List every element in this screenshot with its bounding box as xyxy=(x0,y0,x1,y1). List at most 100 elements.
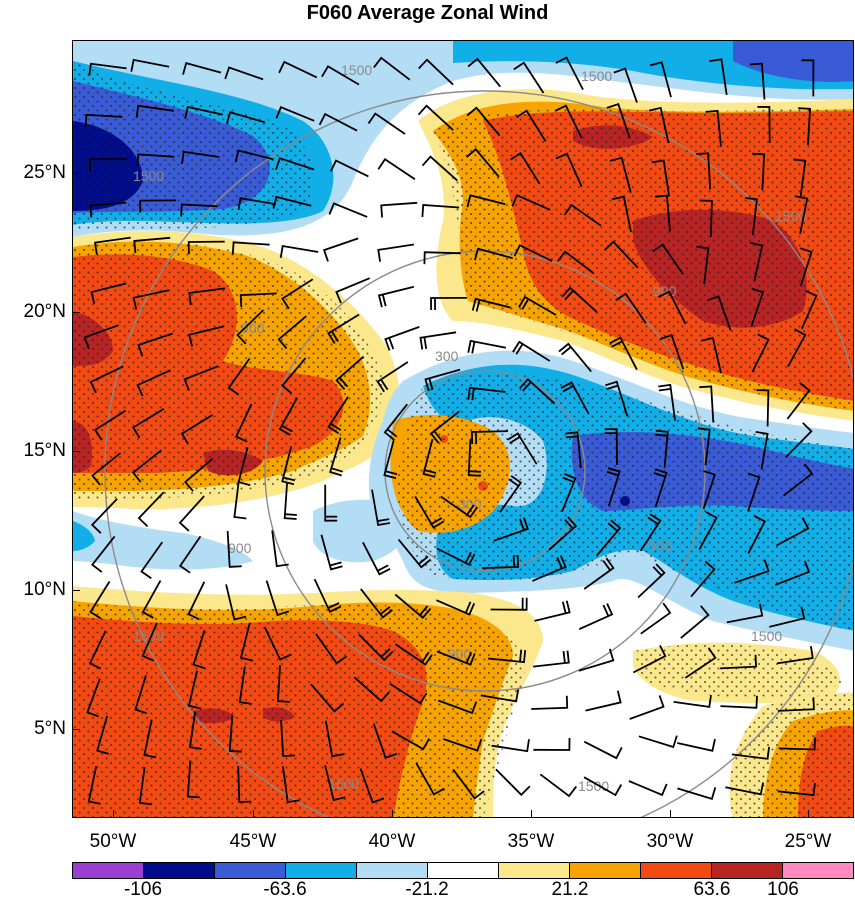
western-easterly-strip xyxy=(73,511,253,570)
northern-easterly-band xyxy=(73,41,853,237)
wind-barb xyxy=(673,694,712,708)
wind-barb xyxy=(480,689,520,703)
wind-barb xyxy=(329,159,369,178)
wind-barb xyxy=(233,481,247,520)
wind-barb xyxy=(188,325,225,347)
wind-barb xyxy=(652,243,684,275)
wind-barb xyxy=(187,240,225,255)
wind-barb xyxy=(585,690,622,712)
ring-label-900: 900 xyxy=(649,538,673,554)
wind-barb xyxy=(96,715,110,755)
wind-barb xyxy=(777,783,816,797)
wind-barb xyxy=(466,194,506,208)
ring-label-1500: 1500 xyxy=(775,208,806,224)
wind-barb xyxy=(130,58,170,72)
wind-barb xyxy=(798,107,812,145)
wind-barb xyxy=(324,484,338,522)
wind-barb xyxy=(184,458,214,492)
lon-tick xyxy=(113,810,114,818)
colorbar-swatch xyxy=(144,863,215,878)
wind-barb xyxy=(466,106,501,137)
wind-barb xyxy=(265,580,290,617)
wind-barb xyxy=(279,244,319,258)
wind-barb xyxy=(419,331,457,350)
wind-barb xyxy=(560,381,590,415)
wind-barb xyxy=(533,737,571,751)
lat-tick xyxy=(72,729,80,730)
wind-barb xyxy=(677,787,717,801)
wind-barb xyxy=(275,106,315,122)
wind-barb xyxy=(181,150,220,164)
wind-barb xyxy=(697,427,711,466)
wind-barb xyxy=(509,152,541,185)
wind-barb xyxy=(801,289,818,329)
wind-barb xyxy=(786,382,811,420)
wind-barb xyxy=(660,333,685,370)
wind-barb xyxy=(383,403,408,441)
wind-barb xyxy=(276,665,290,703)
wind-barb xyxy=(421,204,460,217)
wind-barb xyxy=(709,58,728,96)
wind-barb xyxy=(511,194,551,211)
wind-barb xyxy=(394,593,432,619)
wind-barb xyxy=(519,378,556,405)
wind-barb xyxy=(278,397,298,436)
wind-barb xyxy=(539,773,578,798)
wind-barb xyxy=(799,247,813,287)
wind-barb xyxy=(513,61,545,94)
wind-barb xyxy=(467,57,501,88)
wind-barb xyxy=(277,315,307,350)
wind-barb xyxy=(281,278,314,310)
wind-barb xyxy=(452,768,485,800)
wind-barb xyxy=(389,682,428,705)
wind-barb xyxy=(655,429,669,468)
wind-barb xyxy=(275,157,315,171)
lat-tick xyxy=(72,451,80,452)
wind-barb xyxy=(467,439,481,477)
colorbar-label: 63.6 xyxy=(693,879,731,900)
wind-barb xyxy=(133,236,171,254)
wind-barb xyxy=(430,297,468,311)
wind-barb xyxy=(706,295,732,331)
wind-barb xyxy=(237,765,252,803)
lat-tick xyxy=(72,590,80,591)
wind-barb xyxy=(320,534,343,571)
wind-barb xyxy=(380,201,418,218)
wind-barb xyxy=(360,588,393,619)
wind-barbs xyxy=(83,56,818,806)
wind-barb xyxy=(507,432,538,465)
wind-barb xyxy=(632,644,667,674)
colorbar-label: -63.6 xyxy=(263,879,307,900)
wind-barb xyxy=(515,109,547,142)
wind-barb xyxy=(238,666,252,705)
lon-tick xyxy=(670,810,671,818)
wind-barb xyxy=(653,468,668,508)
wind-barb xyxy=(750,287,765,327)
wind-barb xyxy=(278,60,318,79)
wind-barb xyxy=(424,368,461,392)
wind-barb xyxy=(134,675,148,715)
wind-barb xyxy=(440,495,478,519)
wind-barb xyxy=(313,578,342,613)
wind-barb xyxy=(775,560,811,586)
wind-barb xyxy=(734,559,770,584)
wind-barb xyxy=(578,648,615,672)
wind-barb xyxy=(648,106,670,144)
wind-barb xyxy=(583,740,623,760)
northeastern-westerly-band xyxy=(418,89,853,421)
colorbar-swatch xyxy=(641,863,712,878)
wind-barb xyxy=(141,622,158,662)
wind-barb xyxy=(534,600,571,622)
wind-barb xyxy=(187,581,206,621)
wind-barb xyxy=(283,482,297,520)
lon-tick xyxy=(392,810,393,818)
wind-barb xyxy=(139,199,177,213)
wind-barb xyxy=(531,695,569,710)
wind-barb xyxy=(391,730,430,751)
wind-barb xyxy=(89,365,124,394)
wind-barb xyxy=(756,389,770,427)
lon-tick xyxy=(531,810,532,818)
wind-barb xyxy=(83,324,119,350)
ring-label-1500: 1500 xyxy=(328,776,359,792)
wind-barb xyxy=(417,104,454,131)
